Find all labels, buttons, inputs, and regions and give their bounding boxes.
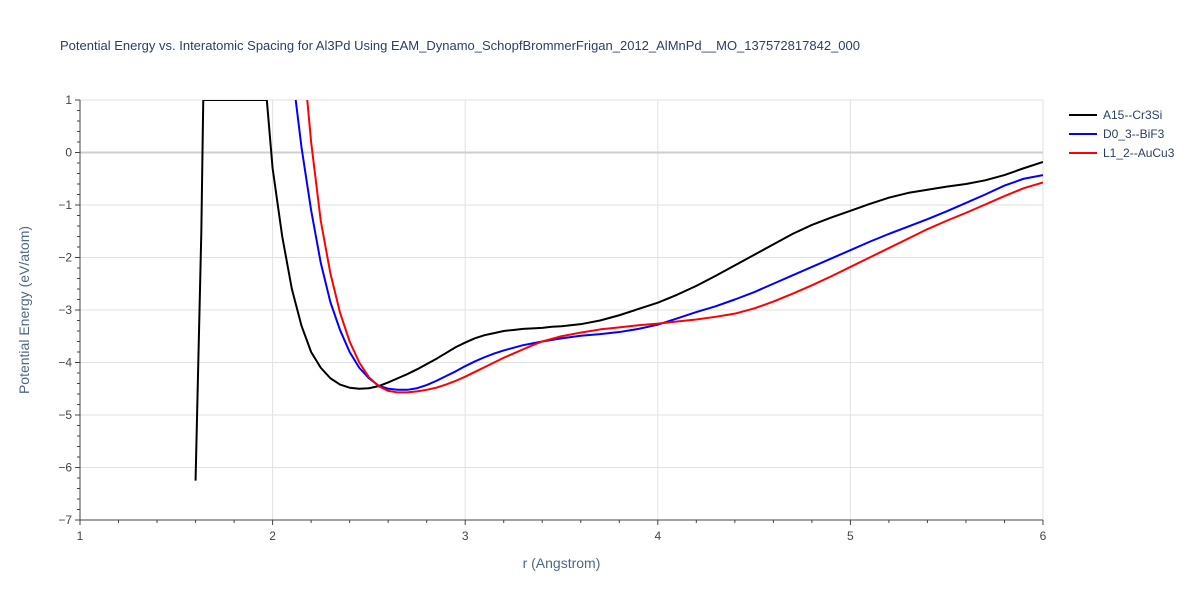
x-tick-label: 5 — [847, 529, 854, 543]
legend-label: L1_2--AuCu3 — [1103, 146, 1175, 160]
y-tick-label: −1 — [58, 198, 72, 212]
x-tick-label: 2 — [269, 529, 276, 543]
series-line-l1-2-aucu3 — [306, 100, 1043, 394]
y-tick-label: 1 — [65, 93, 72, 107]
grid-lines — [80, 99, 1044, 520]
y-tick-label: −6 — [58, 461, 72, 475]
x-tick-label: 3 — [462, 529, 469, 543]
x-tick-label: 6 — [1040, 529, 1047, 543]
y-tick-label: −4 — [58, 356, 72, 370]
legend[interactable]: A15--Cr3Si D0_3--BiF3 L1_2--AuCu3 — [1069, 108, 1175, 160]
legend-label: A15--Cr3Si — [1103, 108, 1162, 122]
x-tick-label: 4 — [654, 529, 661, 543]
x-axis-title: r (Angstrom) — [523, 555, 601, 571]
y-tick-label: −2 — [58, 251, 72, 265]
y-tick-label: 0 — [65, 146, 72, 160]
legend-item[interactable]: L1_2--AuCu3 — [1069, 146, 1175, 160]
legend-item[interactable]: D0_3--BiF3 — [1069, 127, 1165, 141]
series-line-a15-cr3si — [194, 100, 1043, 481]
series-lines — [194, 100, 1043, 481]
x-tick-label: 1 — [77, 529, 84, 543]
chart-title: Potential Energy vs. Interatomic Spacing… — [60, 38, 860, 53]
legend-label: D0_3--BiF3 — [1103, 127, 1165, 141]
y-axis-ticks: 1 0 −1 −2 −3 −4 −5 −6 −7 — [58, 93, 80, 527]
y-tick-label: −5 — [58, 408, 72, 422]
series-line-d0-3-bif3 — [294, 100, 1043, 391]
y-tick-label: −7 — [58, 513, 72, 527]
x-axis-ticks: 1 2 3 4 5 6 — [77, 520, 1047, 543]
y-tick-label: −3 — [58, 303, 72, 317]
legend-item[interactable]: A15--Cr3Si — [1069, 108, 1162, 122]
y-axis-title: Potential Energy (eV/atom) — [16, 226, 32, 394]
